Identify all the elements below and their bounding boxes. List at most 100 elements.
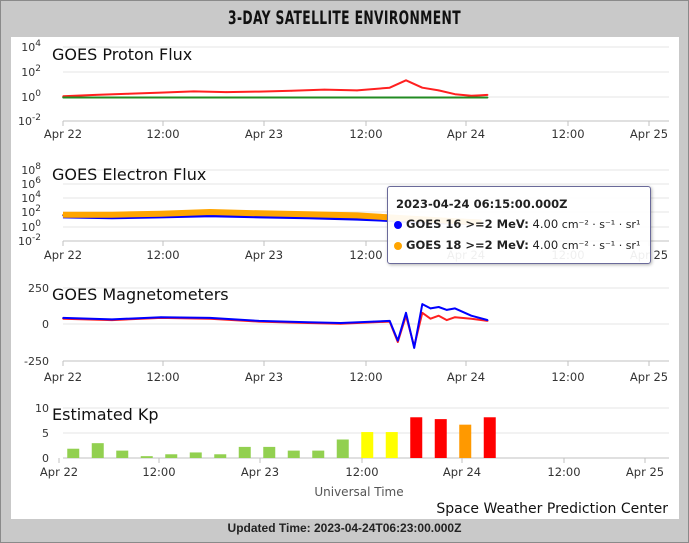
goes16-dot-icon xyxy=(394,220,402,229)
x-tick-label: 12:00 xyxy=(349,127,382,141)
data-point xyxy=(397,339,399,342)
tooltip-series-name: GOES 18 >=2 MeV: xyxy=(406,238,529,252)
goes18-dot-icon xyxy=(394,241,402,250)
x-tick-label: Apr 24 xyxy=(447,127,485,141)
x-tick-label: Apr 25 xyxy=(630,370,668,384)
data-point xyxy=(160,212,162,215)
x-tick-label: 12:00 xyxy=(146,248,179,262)
tooltip-series-name: GOES 16 >=2 MeV: xyxy=(406,217,529,231)
data-point xyxy=(388,86,391,89)
data-point xyxy=(437,314,440,317)
data-point xyxy=(258,320,260,322)
x-tick-label: Apr 23 xyxy=(245,127,283,141)
data-point xyxy=(486,94,489,96)
kp-bar xyxy=(238,446,251,458)
kp-bar xyxy=(483,417,496,458)
y-tick-label: 10-2 xyxy=(18,113,41,128)
x-tick-label: Apr 25 xyxy=(626,465,664,479)
data-point xyxy=(160,316,162,319)
data-point xyxy=(454,316,456,319)
x-axis-title: Universal Time xyxy=(314,485,403,499)
credit-label: Space Weather Prediction Center xyxy=(436,501,668,517)
x-tick-label: Apr 24 xyxy=(447,370,485,384)
data-point xyxy=(397,341,399,343)
data-point xyxy=(307,321,309,324)
data-point xyxy=(429,317,432,320)
data-point xyxy=(421,86,424,89)
tooltip-value: 4.00 xyxy=(532,217,559,231)
x-tick-label: 12:00 xyxy=(349,370,382,384)
charts-svg: Apr 22 12:00 Apr 23 12:00 Apr 24 12:00 Apr 25 1… xyxy=(18,39,669,517)
data-point xyxy=(478,94,481,97)
data-point xyxy=(437,306,440,308)
y-tick-label: 102 xyxy=(21,204,41,219)
data-point xyxy=(405,79,407,82)
kp-bar xyxy=(140,456,153,458)
x-tick-label: Apr 24 xyxy=(443,465,481,479)
kp-bar xyxy=(165,454,178,458)
kp-bar xyxy=(91,443,104,458)
data-point xyxy=(192,96,195,99)
data-point xyxy=(446,309,448,311)
data-point xyxy=(470,95,473,97)
data-point xyxy=(429,307,432,310)
x-tick-label: Apr 23 xyxy=(241,465,279,479)
x-tick-label: 12:00 xyxy=(146,127,179,141)
data-point xyxy=(454,93,456,95)
data-point xyxy=(421,303,424,305)
x-tick-label: Apr 22 xyxy=(44,127,82,141)
data-point xyxy=(94,94,97,96)
data-point xyxy=(258,96,260,99)
kp-bar xyxy=(116,450,129,458)
x-tick-label: Apr 22 xyxy=(44,248,82,262)
y-tick-label: 106 xyxy=(21,176,41,191)
data-point xyxy=(437,89,440,92)
kp-bar xyxy=(214,454,227,458)
chart-title: GOES Electron Flux xyxy=(52,165,206,184)
data-point xyxy=(323,88,326,91)
data-point xyxy=(388,96,391,99)
chart-title: GOES Magnetometers xyxy=(52,285,229,304)
tooltip-unit: cm⁻² · s⁻¹ · sr¹ xyxy=(561,218,641,231)
x-tick-label: Apr 22 xyxy=(40,465,78,479)
data-point xyxy=(486,96,489,99)
tooltip-time: 2023-04-24 06:15:00.000Z xyxy=(396,197,568,211)
x-tick-label: 12:00 xyxy=(142,465,175,479)
chart-title: Estimated Kp xyxy=(52,405,159,424)
kp-bar xyxy=(67,448,80,458)
y-tick-label: 250 xyxy=(28,282,49,295)
data-point xyxy=(290,90,293,92)
data-point xyxy=(127,93,130,95)
y-tick-label: 10-2 xyxy=(18,233,41,248)
y-tick-label: -250 xyxy=(24,355,49,368)
x-tick-label: Apr 23 xyxy=(245,248,283,262)
updated-time: Updated Time: 2023-04-24T06:23:00.000Z xyxy=(227,521,462,535)
data-point xyxy=(307,213,309,215)
y-tick-label: 5 xyxy=(42,427,49,440)
x-tick-label: Apr 25 xyxy=(630,127,668,141)
page-title: 3-DAY SATELLITE ENVIRONMENT xyxy=(228,7,461,29)
data-point xyxy=(372,320,375,323)
kp-bar xyxy=(410,417,423,458)
kp-bar xyxy=(287,450,300,458)
y-tick-label: 102 xyxy=(21,64,41,79)
data-point xyxy=(413,347,415,349)
data-point xyxy=(446,319,448,321)
kp-bar xyxy=(361,432,374,458)
data-point xyxy=(323,96,326,99)
data-point xyxy=(356,214,358,217)
data-point xyxy=(388,320,391,322)
data-point xyxy=(225,91,228,93)
series-line xyxy=(62,303,488,349)
x-tick-label: 12:00 xyxy=(349,248,382,262)
x-tick-label: Apr 22 xyxy=(44,370,82,384)
kp-bar xyxy=(312,450,325,458)
x-tick-label: 12:00 xyxy=(551,370,584,384)
data-point xyxy=(160,91,162,94)
data-point xyxy=(454,307,456,310)
data-point xyxy=(111,318,113,321)
tooltip-unit: cm⁻² · s⁻¹ · sr¹ xyxy=(561,239,641,252)
tooltip-row-goes16: GOES 16 >=2 MeV: 4.00 cm⁻² · s⁻¹ · sr¹ xyxy=(394,217,640,231)
data-point xyxy=(339,322,342,324)
